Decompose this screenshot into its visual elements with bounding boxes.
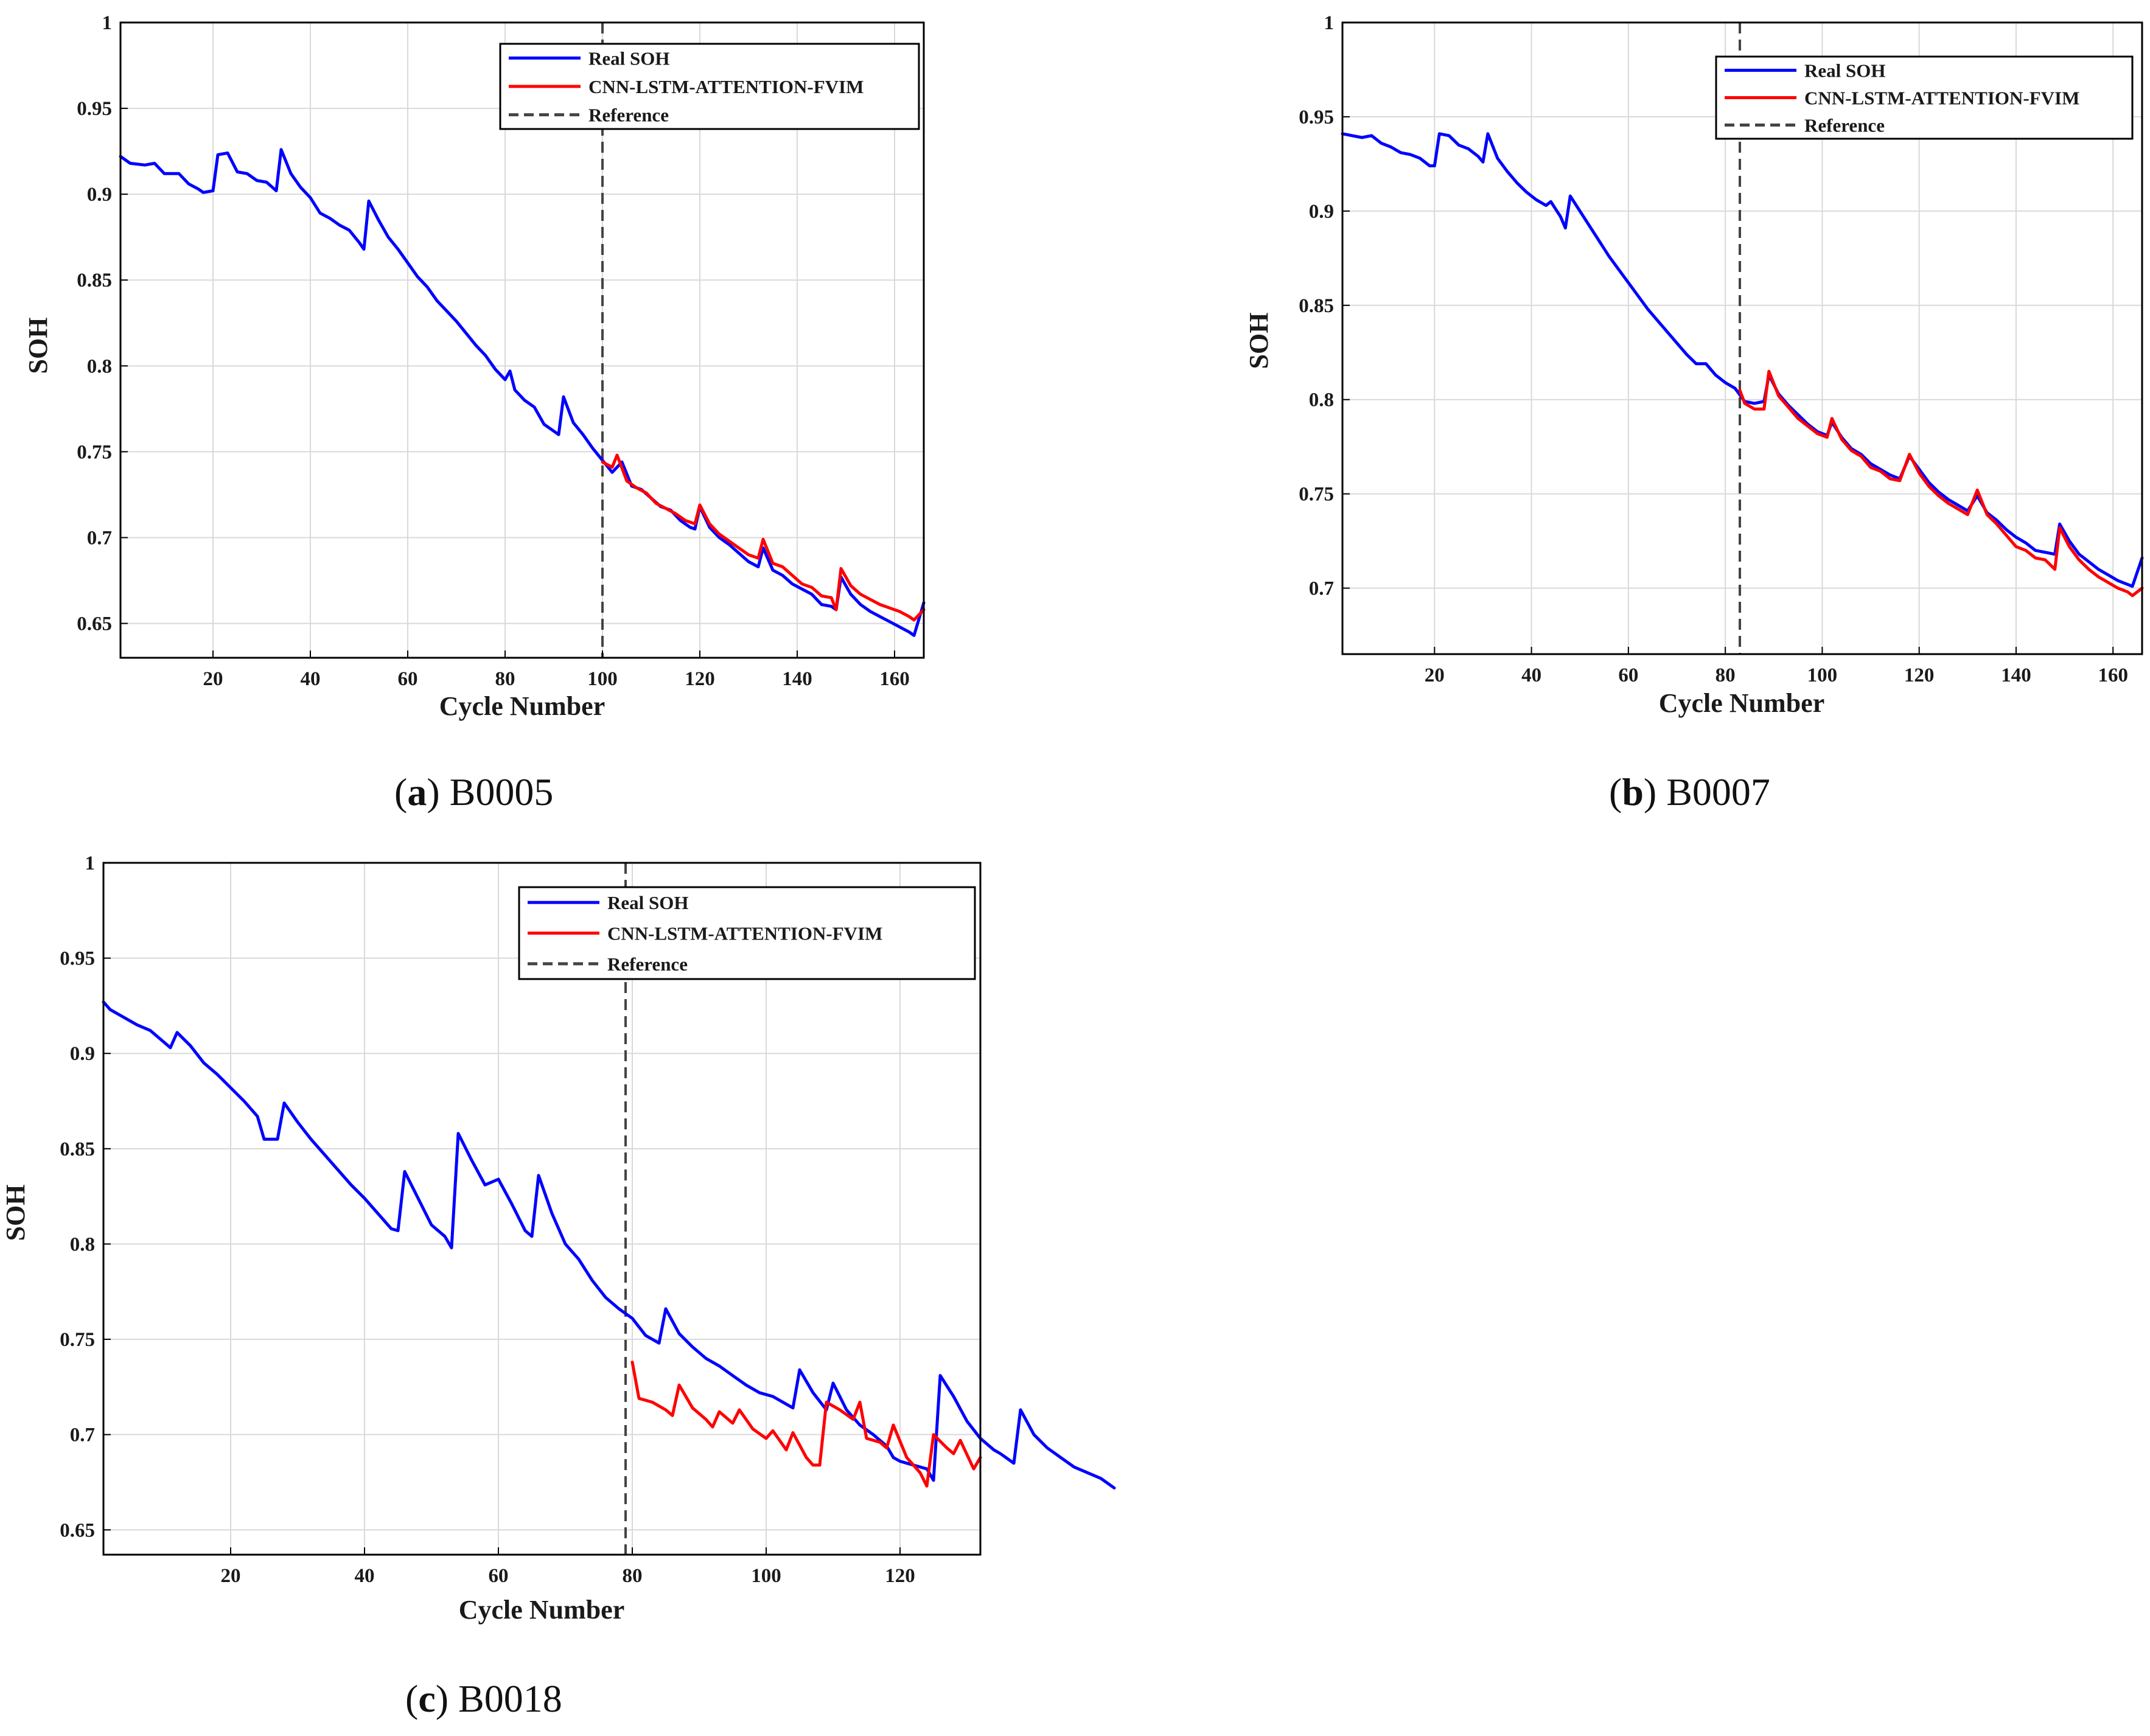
y-tick-label: 0.8: [70, 1233, 95, 1255]
caption-text: B0018: [458, 1677, 562, 1720]
legend-label: CNN-LSTM-ATTENTION-FVIM: [607, 923, 882, 944]
caption-text: B0007: [1666, 770, 1770, 814]
y-tick-label: 0.65: [77, 613, 112, 635]
x-tick-label: 120: [1904, 664, 1935, 686]
y-tick-label: 0.65: [60, 1519, 95, 1541]
legend-label: CNN-LSTM-ATTENTION-FVIM: [1804, 88, 2079, 109]
y-axis-label: SOH: [1, 1185, 30, 1241]
series-line-real-soh: [102, 1000, 1116, 1490]
y-tick-label: 0.9: [1309, 201, 1334, 223]
legend-label: Real SOH: [607, 892, 688, 913]
y-tick-label: 1: [1324, 12, 1335, 34]
x-tick-label: 140: [782, 668, 812, 690]
legend: Real SOH CNN-LSTM-ATTENTION-FVIM Reference: [1715, 55, 2134, 140]
y-tick-label: 0.7: [1309, 578, 1334, 600]
y-tick-label: 0.7: [70, 1424, 95, 1446]
series-line-prediction: [601, 453, 926, 622]
x-tick-label: 80: [623, 1565, 643, 1587]
y-tick-label: 0.8: [1309, 389, 1334, 411]
series-line-prediction: [630, 1361, 982, 1488]
legend-label: Real SOH: [588, 47, 669, 69]
x-tick-label: 60: [398, 668, 418, 690]
legend-label: CNN-LSTM-ATTENTION-FVIM: [588, 76, 864, 97]
series-line-real-soh: [119, 148, 926, 637]
y-axis-label: SOH: [23, 318, 53, 374]
y-tick-label: 0.75: [77, 441, 112, 463]
legend-label: Reference: [588, 105, 669, 126]
y-tick-label: 0.8: [87, 355, 112, 377]
plot-frame: [1341, 21, 2143, 655]
y-tick-label: 0.95: [77, 98, 112, 120]
x-tick-label: 20: [221, 1565, 241, 1587]
chart-panel-a: 20 40 60 80 100 120 140 160 0.65 0.7 0.75 0.8 0.85 0.…: [23, 12, 926, 721]
x-axis-label: Cycle Number: [1659, 688, 1825, 718]
x-tick-label: 20: [203, 668, 223, 690]
legend-label: Reference: [1804, 115, 1885, 136]
y-tick-label: 0.95: [1299, 106, 1334, 128]
x-tick-label: 40: [355, 1565, 375, 1587]
x-tick-label: 100: [1807, 664, 1838, 686]
caption-c: (c) B0018: [405, 1677, 562, 1720]
legend: Real SOH CNN-LSTM-ATTENTION-FVIM Reference: [499, 43, 920, 130]
x-tick-label: 80: [495, 668, 515, 690]
legend-label: Real SOH: [1804, 60, 1885, 82]
y-tick-label: 0.95: [60, 948, 95, 970]
y-tick-label: 0.9: [70, 1043, 95, 1065]
caption-b: (b) B0007: [1609, 770, 1770, 814]
x-axis-label: Cycle Number: [439, 691, 606, 721]
x-tick-label: 80: [1715, 664, 1736, 686]
caption-letter: b: [1622, 770, 1644, 814]
plot-frame: [102, 862, 982, 1556]
y-tick-label: 0.9: [87, 184, 112, 206]
caption-letter: a: [407, 770, 427, 814]
x-tick-label: 60: [1618, 664, 1638, 686]
x-tick-label: 160: [2098, 664, 2128, 686]
x-tick-label: 40: [1521, 664, 1541, 686]
y-tick-label: 0.7: [87, 527, 112, 549]
y-tick-label: 0.85: [77, 270, 112, 291]
series-line-real-soh: [1341, 132, 2144, 588]
y-tick-label: 0.85: [60, 1138, 95, 1160]
chart-panel-b: 20 40 60 80 100 120 140 160 0.7 0.75 0.8 0.85 0.9 0.9…: [1244, 12, 2144, 718]
legend-label: Reference: [607, 953, 688, 975]
y-tick-label: 0.75: [60, 1329, 95, 1351]
x-axis-label: Cycle Number: [459, 1595, 625, 1625]
caption-a: (a) B0005: [394, 770, 553, 814]
x-tick-label: 20: [1425, 664, 1445, 686]
x-tick-label: 120: [885, 1565, 915, 1587]
x-tick-label: 100: [751, 1565, 781, 1587]
series-line-prediction: [1738, 369, 2144, 598]
y-axis-label: SOH: [1244, 313, 1274, 369]
x-tick-label: 120: [685, 668, 715, 690]
y-tick-label: 1: [85, 852, 96, 874]
caption-letter: c: [418, 1677, 435, 1720]
caption-text: B0005: [450, 770, 554, 814]
y-tick-label: 0.85: [1299, 295, 1334, 317]
x-tick-label: 60: [489, 1565, 509, 1587]
x-tick-label: 100: [587, 668, 618, 690]
x-tick-label: 40: [301, 668, 321, 690]
chart-panel-c: 20 40 60 80 100 120 0.65 0.7 0.75 0.8 0.85 0.9 0.95 1…: [1, 852, 1116, 1625]
x-tick-label: 140: [2001, 664, 2031, 686]
y-tick-label: 1: [102, 12, 113, 34]
y-tick-label: 0.75: [1299, 484, 1334, 506]
legend: Real SOH CNN-LSTM-ATTENTION-FVIM Reference: [518, 886, 976, 980]
plot-frame: [119, 21, 925, 659]
x-tick-label: 160: [879, 668, 910, 690]
